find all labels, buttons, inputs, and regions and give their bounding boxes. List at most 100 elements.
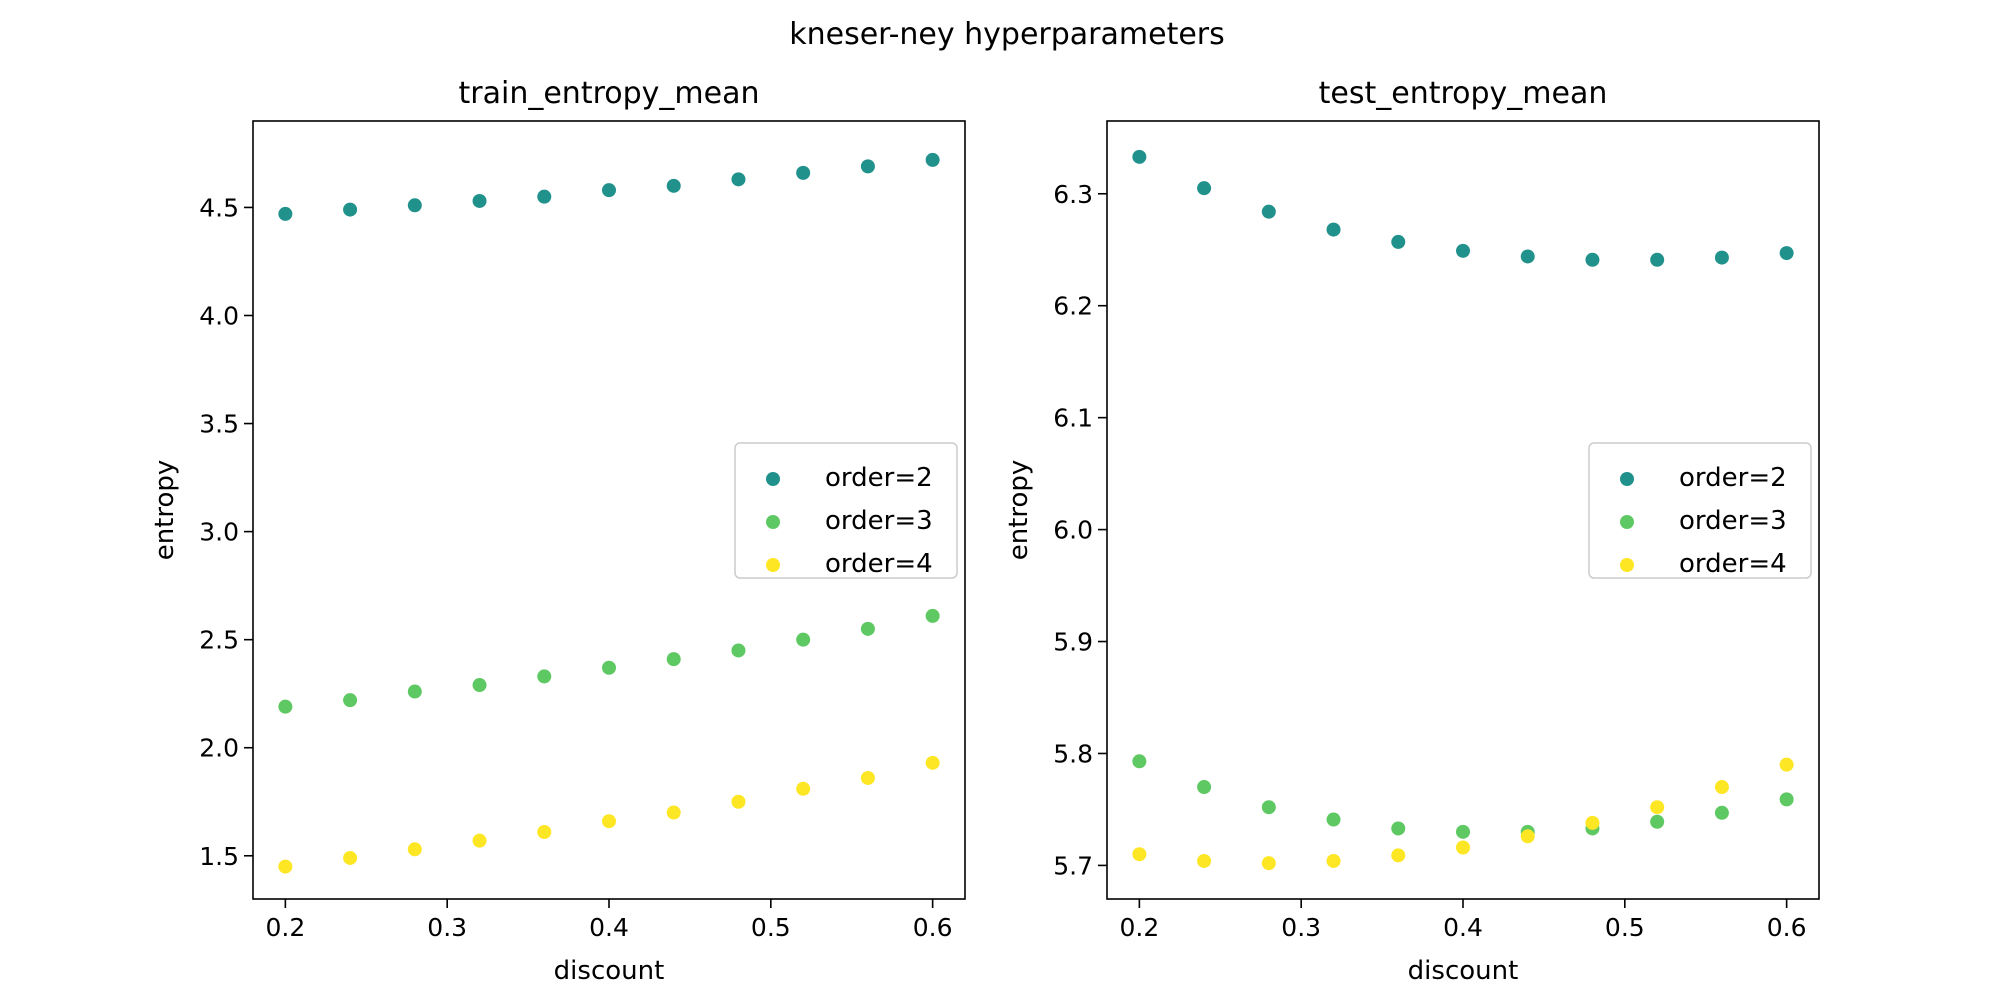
data-point-order-3 bbox=[796, 632, 811, 647]
data-point-order-4 bbox=[731, 794, 746, 809]
data-point-order-2 bbox=[1326, 222, 1341, 237]
y-axis-label: entropy bbox=[150, 460, 180, 561]
data-point-order-4 bbox=[278, 859, 293, 874]
data-point-order-2 bbox=[1650, 252, 1665, 267]
y-tick-label: 5.7 bbox=[1053, 851, 1093, 880]
data-point-order-4 bbox=[537, 825, 552, 840]
data-point-order-4 bbox=[407, 842, 422, 857]
data-point-order-2 bbox=[666, 178, 681, 193]
legend-marker-order-2 bbox=[766, 472, 780, 486]
data-point-order-2 bbox=[1779, 246, 1794, 261]
data-point-order-4 bbox=[1261, 856, 1276, 871]
x-tick-label: 0.5 bbox=[1605, 913, 1645, 942]
data-point-order-2 bbox=[1585, 252, 1600, 267]
data-point-order-2 bbox=[537, 189, 552, 204]
legend-label: order=4 bbox=[825, 549, 933, 579]
legend-marker-order-2 bbox=[1620, 472, 1634, 486]
x-tick-label: 0.2 bbox=[265, 913, 305, 942]
x-axis-label: discount bbox=[554, 956, 665, 986]
train-entropy-chart: train_entropy_mean 0.2 0.3 0.4 0.5 0.6 1.5 2.0 2… bbox=[150, 76, 966, 986]
y-tick-label: 4.5 bbox=[199, 193, 239, 222]
chart-title: test_entropy_mean bbox=[1319, 76, 1608, 111]
data-point-order-2 bbox=[1261, 204, 1276, 219]
data-point-order-2 bbox=[925, 152, 940, 167]
x-axis-label: discount bbox=[1408, 956, 1519, 986]
data-point-order-4 bbox=[1326, 853, 1341, 868]
chart-title: train_entropy_mean bbox=[459, 76, 760, 111]
x-tick-label: 0.6 bbox=[1767, 913, 1807, 942]
data-point-order-3 bbox=[1326, 812, 1341, 827]
legend-marker-order-4 bbox=[766, 558, 780, 572]
legend-label: order=2 bbox=[825, 463, 933, 493]
data-point-order-4 bbox=[343, 850, 358, 865]
x-tick-label: 0.2 bbox=[1119, 913, 1159, 942]
data-point-order-3 bbox=[1714, 805, 1729, 820]
data-point-order-4 bbox=[1391, 848, 1406, 863]
data-point-order-2 bbox=[602, 183, 616, 198]
data-point-order-3 bbox=[278, 699, 293, 714]
data-point-order-3 bbox=[343, 693, 358, 708]
x-tick-label: 0.6 bbox=[913, 913, 953, 942]
x-tick-label: 0.3 bbox=[427, 913, 467, 942]
data-point-order-4 bbox=[1132, 847, 1147, 862]
y-tick-label: 6.0 bbox=[1053, 516, 1093, 545]
data-point-order-2 bbox=[278, 206, 293, 221]
data-point-order-4 bbox=[472, 833, 487, 848]
data-point-order-3 bbox=[925, 608, 940, 623]
data-point-order-3 bbox=[1132, 754, 1147, 769]
data-point-order-2 bbox=[1456, 243, 1470, 258]
data-point-order-3 bbox=[731, 643, 746, 658]
data-point-order-2 bbox=[731, 172, 746, 187]
data-point-order-3 bbox=[666, 652, 681, 667]
legend-marker-order-3 bbox=[1620, 515, 1634, 529]
data-point-order-2 bbox=[1520, 249, 1535, 264]
x-tick-label: 0.4 bbox=[589, 913, 629, 942]
data-point-order-2 bbox=[1391, 234, 1406, 249]
data-point-order-2 bbox=[472, 193, 487, 208]
legend-label: order=3 bbox=[1679, 506, 1787, 536]
data-point-order-3 bbox=[407, 684, 422, 699]
legend-label: order=2 bbox=[1679, 463, 1787, 493]
y-tick-label: 3.5 bbox=[199, 410, 239, 439]
data-point-order-2 bbox=[407, 198, 422, 213]
y-tick-label: 4.0 bbox=[199, 302, 239, 331]
y-tick-label: 2.0 bbox=[199, 734, 239, 763]
legend bbox=[1588, 442, 1812, 579]
data-point-order-3 bbox=[1391, 821, 1406, 836]
data-point-order-3 bbox=[602, 660, 616, 675]
data-point-order-4 bbox=[1520, 829, 1535, 844]
y-tick-label: 2.5 bbox=[199, 626, 239, 655]
data-point-order-3 bbox=[1456, 824, 1470, 839]
y-tick-label: 6.1 bbox=[1053, 404, 1093, 433]
legend-label: order=4 bbox=[1679, 549, 1787, 579]
data-point-order-4 bbox=[666, 805, 681, 820]
data-point-order-4 bbox=[1650, 800, 1665, 815]
x-tick-label: 0.4 bbox=[1443, 913, 1483, 942]
y-axis-label: entropy bbox=[1004, 460, 1034, 561]
x-tick-label: 0.5 bbox=[751, 913, 791, 942]
data-point-order-4 bbox=[1714, 780, 1729, 795]
legend bbox=[734, 442, 958, 579]
y-tick-label: 5.8 bbox=[1053, 739, 1093, 768]
data-point-order-3 bbox=[860, 621, 875, 636]
y-tick-label: 5.9 bbox=[1053, 628, 1093, 657]
data-point-order-2 bbox=[1714, 250, 1729, 265]
data-point-order-3 bbox=[1197, 780, 1212, 795]
data-point-order-2 bbox=[1132, 149, 1147, 164]
data-point-order-3 bbox=[472, 678, 487, 693]
figure-title: kneser-ney hyperparameters bbox=[789, 17, 1225, 52]
y-tick-label: 6.2 bbox=[1053, 292, 1093, 321]
data-point-order-3 bbox=[537, 669, 552, 684]
data-point-order-2 bbox=[343, 202, 358, 217]
y-tick-label: 3.0 bbox=[199, 518, 239, 547]
data-point-order-2 bbox=[860, 159, 875, 174]
data-point-order-3 bbox=[1261, 800, 1276, 815]
data-point-order-4 bbox=[1197, 853, 1212, 868]
data-point-order-4 bbox=[602, 814, 616, 829]
data-point-order-4 bbox=[925, 755, 940, 770]
data-point-order-4 bbox=[1585, 815, 1600, 830]
legend-marker-order-4 bbox=[1620, 558, 1634, 572]
data-point-order-4 bbox=[860, 770, 875, 785]
data-point-order-4 bbox=[1779, 757, 1794, 772]
